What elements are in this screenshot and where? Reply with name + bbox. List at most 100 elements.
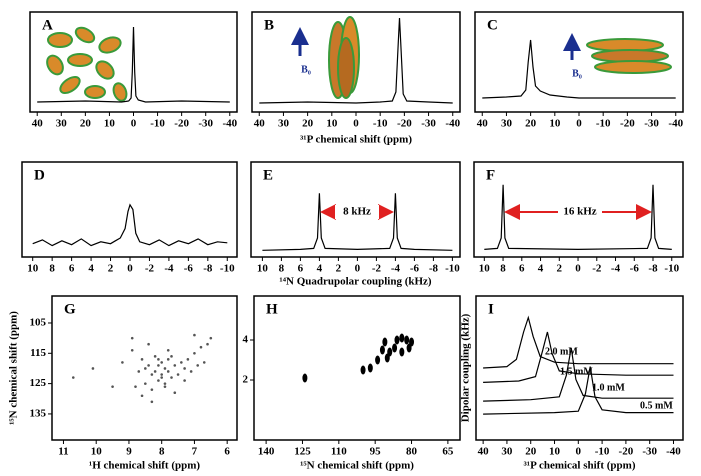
peak xyxy=(199,345,203,349)
x-tick-label: -40 xyxy=(666,446,681,458)
x-tick-label: 140 xyxy=(258,446,275,458)
bicelle-cartoon-c xyxy=(563,33,672,74)
y-tick-label: 105 xyxy=(30,317,47,329)
x-tick-label: 10 xyxy=(549,446,561,458)
x-tick-label: 11 xyxy=(58,446,68,458)
annotation: B₀ xyxy=(301,64,311,75)
peak xyxy=(302,373,308,383)
x-tick-label: 0 xyxy=(355,263,361,275)
y-tick-label: 4 xyxy=(243,334,249,346)
peak xyxy=(379,345,385,355)
x-tick-label: 0 xyxy=(127,263,133,275)
x-tick-label: 0 xyxy=(576,446,582,458)
x-tick-label: -8 xyxy=(429,263,439,275)
x-tick-label: 40 xyxy=(32,118,44,130)
peak xyxy=(193,351,196,355)
peak xyxy=(157,358,160,361)
panel-label: E xyxy=(263,167,273,183)
x-tick-label: 6 xyxy=(519,263,525,275)
peak xyxy=(140,394,144,398)
spectrum-line xyxy=(262,193,453,251)
peak xyxy=(183,379,186,382)
peak xyxy=(170,355,173,358)
x-tick-label: 20 xyxy=(80,118,92,130)
x-tick-label: -4 xyxy=(164,263,174,275)
x-tick-label: -8 xyxy=(203,263,213,275)
x-tick-label: -40 xyxy=(222,118,237,130)
x-tick-label: -10 xyxy=(150,118,165,130)
y-tick-label: 115 xyxy=(30,347,46,359)
peak xyxy=(121,361,124,364)
peak xyxy=(157,379,160,382)
x-tick-label: -6 xyxy=(630,263,640,275)
peak xyxy=(160,376,163,379)
spectrum-line xyxy=(32,203,228,247)
x-tick-label: 2 xyxy=(108,263,114,275)
peak xyxy=(150,388,154,391)
x-tick-label: -6 xyxy=(184,263,194,275)
y-axis-label: ¹⁵N chemical shift (ppm) xyxy=(8,311,20,425)
peak xyxy=(206,342,209,346)
x-tick-label: 0 xyxy=(353,118,359,130)
peak xyxy=(134,385,137,388)
bicelle-cartoon-b xyxy=(291,16,360,99)
x-tick-label: 2 xyxy=(336,263,342,275)
peak xyxy=(409,337,415,347)
panel-label: H xyxy=(266,301,278,317)
x-tick-label: -30 xyxy=(421,118,436,130)
x-tick-label: 30 xyxy=(501,118,513,130)
peak xyxy=(170,376,173,379)
peak xyxy=(130,348,134,352)
annotation: 8 kHz xyxy=(343,206,371,218)
x-tick-label: 8 xyxy=(279,263,285,275)
panel-label: I xyxy=(488,301,494,317)
x-tick-label: 40 xyxy=(254,118,266,130)
panel-label: G xyxy=(64,301,76,317)
x-tick-label: 6 xyxy=(224,446,230,458)
x-tick-label: 8 xyxy=(500,263,506,275)
peak xyxy=(186,358,190,361)
x-tick-label: -20 xyxy=(619,446,634,458)
peak xyxy=(360,365,366,375)
x-tick-label: 65 xyxy=(442,446,454,458)
peak xyxy=(180,361,183,364)
x-tick-label: -2 xyxy=(372,263,382,275)
peak xyxy=(166,348,170,352)
x-tick-label: -2 xyxy=(145,263,155,275)
x-tick-label: 10 xyxy=(549,118,561,130)
x-tick-label: -10 xyxy=(664,263,679,275)
x-tick-label: -8 xyxy=(648,263,658,275)
peak xyxy=(153,355,157,358)
peak xyxy=(147,342,150,346)
peak xyxy=(375,355,381,365)
panel-label: B xyxy=(264,17,274,33)
x-tick-label: 20 xyxy=(525,118,537,130)
x-tick-label: 0 xyxy=(131,118,137,130)
y-tick-label: 2 xyxy=(243,374,249,386)
spectrum-line xyxy=(483,331,674,383)
x-tick-label: -4 xyxy=(391,263,401,275)
peak xyxy=(140,358,144,361)
series-label: 0.5 mM xyxy=(640,400,673,411)
plot-frame xyxy=(250,161,461,258)
x-tick-label: 30 xyxy=(501,446,513,458)
bicelle-cartoon-a xyxy=(46,26,128,102)
peak xyxy=(392,343,398,353)
annotation-bg xyxy=(335,205,379,219)
spectrum-line xyxy=(259,17,453,104)
x-axis-label: ³¹P chemical shift (ppm) xyxy=(300,134,412,146)
x-axis-label: ¹⁵N chemical shift (ppm) xyxy=(300,460,414,472)
y-tick-label: 125 xyxy=(30,377,47,389)
peak xyxy=(71,376,75,379)
peak xyxy=(196,364,200,367)
x-tick-label: 95 xyxy=(370,446,382,458)
peak xyxy=(183,367,186,370)
spectrum-line xyxy=(482,39,676,99)
spectrum-line xyxy=(37,26,230,103)
peak xyxy=(144,382,147,385)
series-label: 1.5 mM xyxy=(560,366,593,377)
x-tick-label: 10 xyxy=(479,263,491,275)
series-label: 2.0 mM xyxy=(545,346,578,357)
peak xyxy=(173,364,177,367)
